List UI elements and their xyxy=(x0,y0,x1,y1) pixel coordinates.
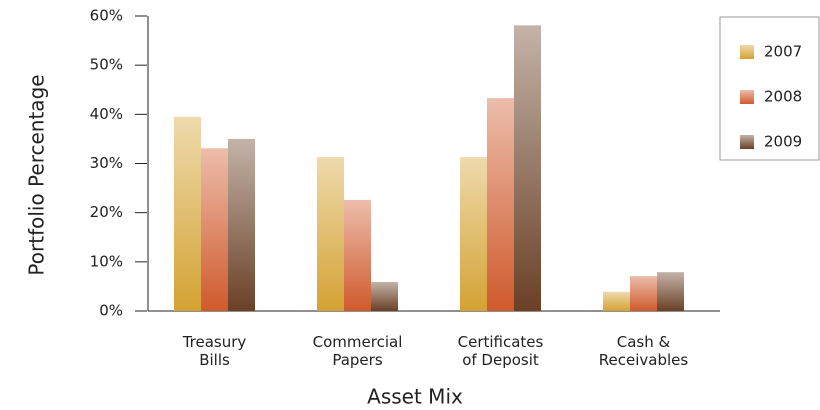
y-tick-label: 60% xyxy=(90,7,123,25)
y-tick-label: 20% xyxy=(90,203,123,221)
y-tick-label: 40% xyxy=(90,105,123,123)
x-tick-label: Treasury Bills xyxy=(182,333,247,369)
legend-swatch xyxy=(740,135,754,149)
legend-label: 2007 xyxy=(764,43,802,61)
bar xyxy=(514,25,541,311)
y-tick-label: 0% xyxy=(99,302,123,320)
bar xyxy=(487,98,514,311)
y-tick-label: 30% xyxy=(90,154,123,172)
bar xyxy=(603,291,630,311)
legend-box xyxy=(719,16,820,161)
y-tick-label: 50% xyxy=(90,56,123,74)
bar xyxy=(657,272,684,311)
legend-swatch xyxy=(740,45,754,59)
legend-label: 2008 xyxy=(764,88,802,106)
x-axis-title: Asset Mix xyxy=(367,385,463,409)
bar xyxy=(630,276,657,311)
legend-label: 2009 xyxy=(764,133,802,151)
bar xyxy=(460,157,487,311)
bar xyxy=(344,199,371,311)
bar xyxy=(317,157,344,311)
y-tick-label: 10% xyxy=(90,252,123,270)
bar xyxy=(174,116,201,312)
x-tick-label: Certificates of Deposit xyxy=(458,333,544,369)
x-tick-label: Cash & Receivables xyxy=(599,333,689,369)
bar xyxy=(371,281,398,311)
legend-swatch xyxy=(740,90,754,104)
bar xyxy=(201,148,228,311)
bar xyxy=(228,138,255,311)
x-tick-label: Commercial Papers xyxy=(313,333,403,369)
y-axis-title: Portfolio Percentage xyxy=(25,74,49,275)
